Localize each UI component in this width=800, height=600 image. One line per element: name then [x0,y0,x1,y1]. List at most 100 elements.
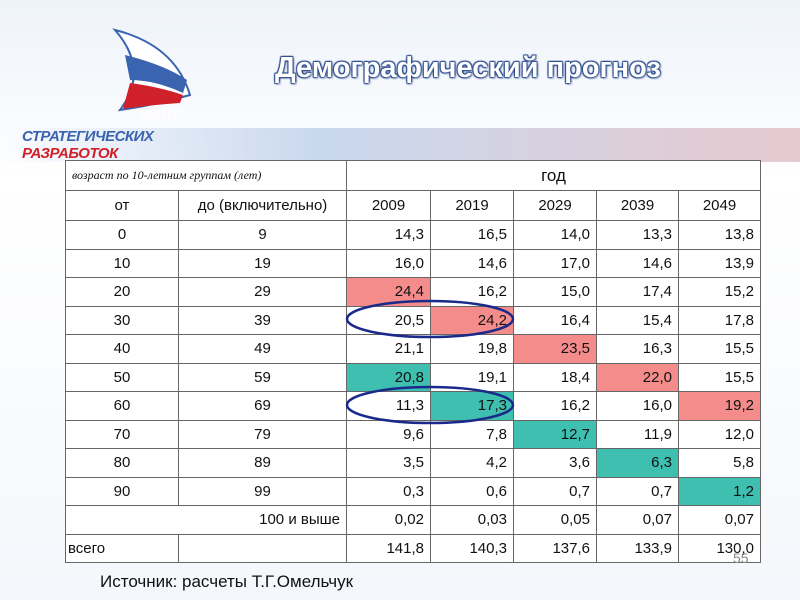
year-header: год [346,160,761,191]
cell: 69 [178,391,347,421]
table-row: 10 19 16,0 14,6 17,0 14,6 13,9 [65,248,761,278]
page-number: 55 [733,550,749,566]
cell: 16,0 [346,248,431,278]
cell: 40 [65,334,179,364]
column-header: 2019 [430,190,514,221]
cell: 9 [178,220,347,250]
cell: 14,3 [346,220,431,250]
cell: 0,7 [513,476,597,506]
stripe [0,128,800,162]
column-header: 2039 [596,190,679,221]
table-row: 70 79 9,6 7,8 12,7 11,9 12,0 [65,419,761,449]
cell: 13,8 [678,220,761,250]
cell: 89 [178,448,347,478]
title: Демографический прогноз [275,52,661,84]
cell: 15,4 [596,305,679,335]
table-row: 20 29 24,4 16,2 15,0 17,4 15,2 [65,277,761,307]
column-header: 2009 [346,190,431,221]
cell: 17,3 [430,391,514,421]
cell: 15,2 [678,277,761,307]
data-table: возраст по 10-летним группам (лет) год от д… [65,160,761,563]
header-row: от до (включительно) 2009 2019 2029 2039 2049 [65,190,761,221]
cell: 14,0 [513,220,597,250]
table-row: 100 и выше 0,02 0,03 0,05 0,07 0,07 [65,505,761,535]
cell: 0,07 [678,505,761,535]
source: Источник: расчеты Т.Г.Омельчук [100,572,354,591]
cell: 3,6 [513,448,597,478]
cell: 13,9 [678,248,761,278]
cell: 17,0 [513,248,597,278]
cell: 130,0 [678,533,761,563]
cell: 19,2 [678,391,761,421]
table-row: всего 141,8 140,3 137,6 133,9 130,0 [65,533,761,563]
cell: 24,4 [346,277,431,307]
logo-top: ЦЕНТР [140,107,181,121]
cell: 59 [178,362,347,392]
cell: 4,2 [430,448,514,478]
cell: 70 [65,419,179,449]
cell: 14,6 [430,248,514,278]
group-header: возраст по 10-летним группам (лет) [65,160,347,191]
cell: всего [65,533,179,563]
cell: 7,8 [430,419,514,449]
cell: 21,1 [346,334,431,364]
cell: 19,8 [430,334,514,364]
cell: 20 [65,277,179,307]
table-row: 30 39 20,5 24,2 16,4 15,4 17,8 [65,305,761,335]
cell: 29 [178,277,347,307]
cell: 39 [178,305,347,335]
cell: 3,5 [346,448,431,478]
logo-sail [112,28,192,112]
cell: 17,4 [596,277,679,307]
cell: 0,05 [513,505,597,535]
column-header: 2029 [513,190,597,221]
cell: 0 [65,220,179,250]
cell [178,533,347,563]
column-header: до (включительно) [178,190,347,221]
cell: 14,6 [596,248,679,278]
cell: 16,2 [513,391,597,421]
cell: 137,6 [513,533,597,563]
cell: 15,0 [513,277,597,307]
cell: 24,2 [430,305,514,335]
cell: 22,0 [596,362,679,392]
cell: 16,2 [430,277,514,307]
cell: 0,07 [596,505,679,535]
logo-line: РАЗРАБОТОК [22,145,118,162]
table-row: 90 99 0,3 0,6 0,7 0,7 1,2 [65,476,761,506]
cell: 5,8 [678,448,761,478]
cell: 11,3 [346,391,431,421]
cell: 19,1 [430,362,514,392]
cell: 16,4 [513,305,597,335]
cell: 12,7 [513,419,597,449]
cell: 19 [178,248,347,278]
cell: 20,5 [346,305,431,335]
table-row: 80 89 3,5 4,2 3,6 6,3 5,8 [65,448,761,478]
cell: 13,3 [596,220,679,250]
cell: 30 [65,305,179,335]
cell: 9,6 [346,419,431,449]
cell: 0,02 [346,505,431,535]
cell: 133,9 [596,533,679,563]
cell: 16,0 [596,391,679,421]
cell: 10 [65,248,179,278]
table-row: 40 49 21,1 19,8 23,5 16,3 15,5 [65,334,761,364]
cell: 90 [65,476,179,506]
cell: 0,03 [430,505,514,535]
cell: 17,8 [678,305,761,335]
column-header: от [65,190,179,221]
cell: 15,5 [678,334,761,364]
cell: 141,8 [346,533,431,563]
cell: 6,3 [596,448,679,478]
cell: 60 [65,391,179,421]
cell: 18,4 [513,362,597,392]
cell: 16,3 [596,334,679,364]
cell: 140,3 [430,533,514,563]
cell: 12,0 [678,419,761,449]
cell: 11,9 [596,419,679,449]
cell: 0,7 [596,476,679,506]
table-row: 0 9 14,3 16,5 14,0 13,3 13,8 [65,220,761,250]
cell: 100 и выше [65,505,347,535]
cell: 23,5 [513,334,597,364]
